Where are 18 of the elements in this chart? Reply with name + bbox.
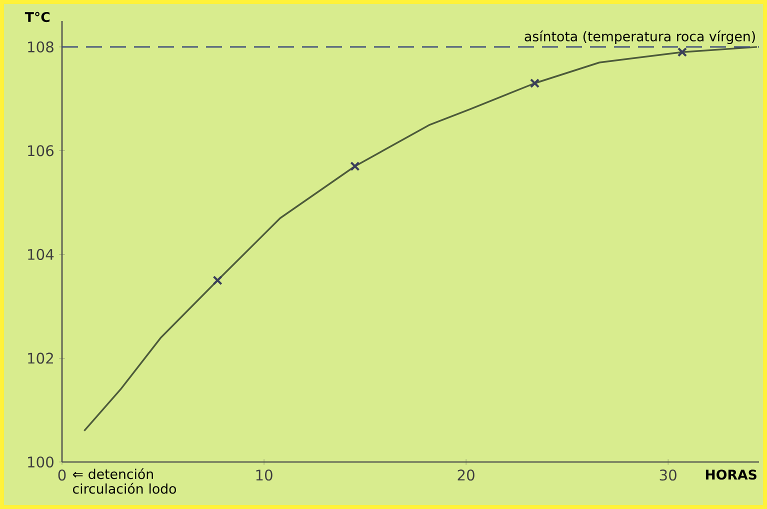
text: ⇐ detención circulación lodo xyxy=(72,468,176,494)
y-tick-label: 100 xyxy=(28,456,54,468)
y-tick-label: 102 xyxy=(28,352,53,364)
point xyxy=(677,47,688,57)
ref-line-label: asíntota (temperatura roca vírgen) xyxy=(524,30,755,44)
line-series xyxy=(83,46,758,432)
y-axis-title: T°C xyxy=(24,12,50,22)
x-axis-title: HORAS xyxy=(706,470,756,480)
x-tick-label: 20 xyxy=(458,470,474,481)
x-tick-label: 30 xyxy=(660,470,676,481)
x-tick-label: 0 xyxy=(58,470,66,481)
y-tick-label: 108 xyxy=(28,41,54,52)
point xyxy=(530,78,540,88)
y-tick-label: 104 xyxy=(28,248,54,260)
point xyxy=(212,276,222,286)
x-tick-label: 10 xyxy=(256,470,272,481)
y-tick-label: 106 xyxy=(28,145,54,156)
point xyxy=(350,161,360,172)
